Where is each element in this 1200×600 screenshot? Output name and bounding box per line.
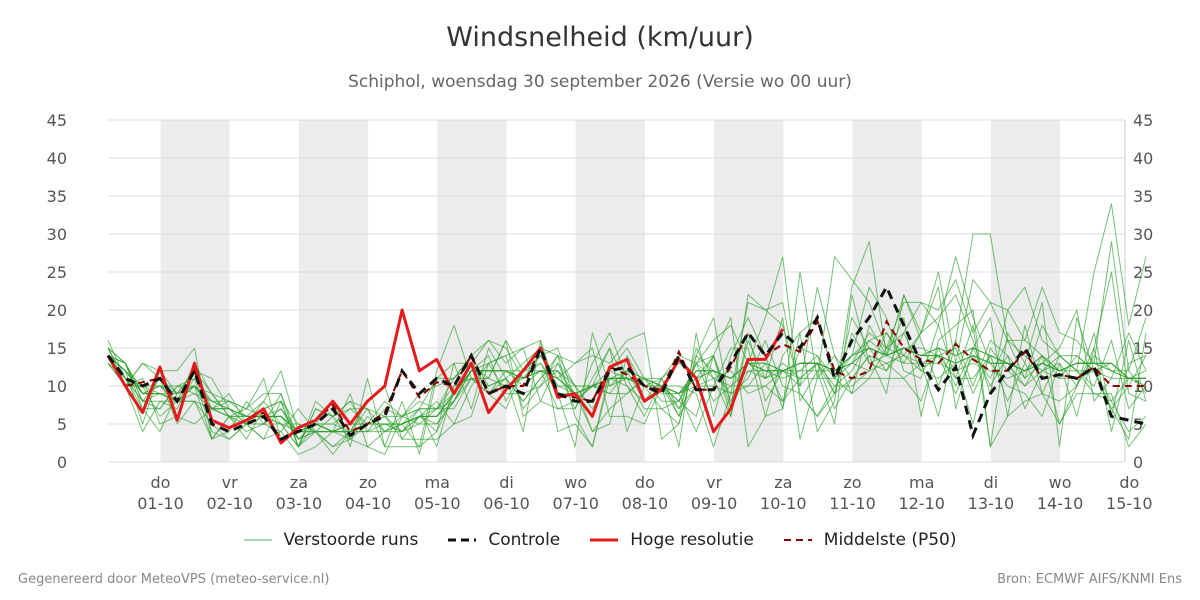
x-tick-day-label: za	[774, 473, 792, 492]
y-tick-label-left: 20	[47, 301, 67, 320]
legend: Verstoorde runs Controle Hoge resolutie …	[0, 530, 1200, 550]
high-res-line-icon	[590, 538, 619, 542]
x-tick-date-label: 06-10	[483, 494, 530, 513]
x-axis-ticks: do 01-10 vr 02-10 za 03-10 zo 04-10 ma 05-10 di 06-…	[137, 473, 1152, 513]
x-tick-date-label: 14-10	[1037, 494, 1084, 513]
x-tick-date-label: 03-10	[276, 494, 323, 513]
legend-label-high-res: Hoge resolutie	[630, 530, 754, 550]
footer-source: Bron: ECMWF AIFS/KNMI Ens	[997, 572, 1182, 587]
control-series	[106, 283, 1147, 442]
x-tick-date-label: 09-10	[691, 494, 738, 513]
x-tick-day-label: zo	[359, 473, 377, 492]
x-tick-date-label: 08-10	[622, 494, 669, 513]
y-tick-label-left: 0	[57, 453, 67, 472]
legend-label-control: Controle	[488, 530, 561, 550]
weekend-shading	[160, 120, 1061, 462]
x-tick-date-label: 02-10	[206, 494, 253, 513]
legend-item-median[interactable]: Middelste (P50)	[783, 530, 957, 550]
y-tick-label-left: 15	[47, 339, 67, 358]
x-tick-day-label: wo	[1049, 473, 1072, 492]
ensemble-run-line	[107, 332, 1147, 433]
y-tick-label-right: 25	[1133, 263, 1153, 282]
x-tick-day-label: di	[499, 473, 514, 492]
x-tick-date-label: 15-10	[1106, 494, 1153, 513]
shade-band	[575, 120, 645, 462]
y-tick-label-right: 30	[1133, 225, 1153, 244]
x-tick-date-label: 05-10	[414, 494, 461, 513]
x-tick-day-label: wo	[564, 473, 587, 492]
x-tick-day-label: di	[984, 473, 999, 492]
ensemble-run-line	[107, 355, 1146, 433]
shade-band	[160, 120, 230, 462]
y-tick-label-left: 10	[47, 377, 67, 396]
median-line-icon	[783, 539, 812, 541]
chart-title: Windsnelheid (km/uur)	[446, 22, 754, 53]
ensemble-run-line	[107, 347, 1146, 433]
median-series	[107, 318, 1146, 441]
x-tick-date-label: 07-10	[552, 494, 599, 513]
chart-subtitle: Schiphol, woensdag 30 september 2026 (Ve…	[348, 72, 852, 92]
x-tick-date-label: 11-10	[829, 494, 876, 513]
x-tick-date-label: 13-10	[968, 494, 1015, 513]
x-tick-day-label: vr	[222, 473, 238, 492]
legend-item-high-res[interactable]: Hoge resolutie	[590, 530, 754, 550]
x-tick-date-label: 10-10	[760, 494, 807, 513]
y-tick-label-right: 20	[1133, 301, 1153, 320]
x-tick-day-label: do	[1119, 473, 1139, 492]
x-tick-date-label: 01-10	[137, 494, 184, 513]
legend-item-ensemble[interactable]: Verstoorde runs	[243, 530, 419, 550]
x-tick-day-label: vr	[706, 473, 722, 492]
x-tick-day-label: za	[290, 473, 308, 492]
y-tick-label-right: 45	[1133, 111, 1153, 130]
legend-label-ensemble: Verstoorde runs	[283, 530, 419, 550]
legend-label-median: Middelste (P50)	[823, 530, 957, 550]
x-tick-day-label: ma	[425, 473, 450, 492]
y-tick-label-left: 40	[47, 149, 67, 168]
x-tick-date-label: 04-10	[345, 494, 392, 513]
shade-band	[852, 120, 922, 462]
control-line	[106, 283, 1147, 442]
x-tick-day-label: do	[151, 473, 171, 492]
y-tick-label-left: 25	[47, 263, 67, 282]
y-tick-label-right: 0	[1133, 453, 1143, 472]
y-tick-label-left: 30	[47, 225, 67, 244]
shade-band	[990, 120, 1061, 462]
legend-item-control[interactable]: Controle	[448, 530, 560, 550]
y-tick-label-left: 45	[47, 111, 67, 130]
x-tick-day-label: do	[635, 473, 655, 492]
ensemble-line-icon	[243, 539, 272, 541]
x-tick-day-label: ma	[909, 473, 934, 492]
y-tick-label-left: 5	[57, 415, 67, 434]
ensemble-runs	[107, 203, 1147, 455]
y-tick-label-right: 35	[1133, 187, 1153, 206]
x-tick-date-label: 12-10	[898, 494, 945, 513]
median-line	[107, 318, 1146, 441]
x-tick-day-label: zo	[843, 473, 861, 492]
control-line-icon	[448, 538, 477, 542]
y-tick-label-right: 5	[1133, 415, 1143, 434]
footer-generator: Gegenereerd door MeteoVPS (meteo-service…	[18, 572, 330, 587]
shade-band	[437, 120, 507, 462]
y-tick-label-left: 35	[47, 187, 67, 206]
y-tick-label-right: 40	[1133, 149, 1153, 168]
